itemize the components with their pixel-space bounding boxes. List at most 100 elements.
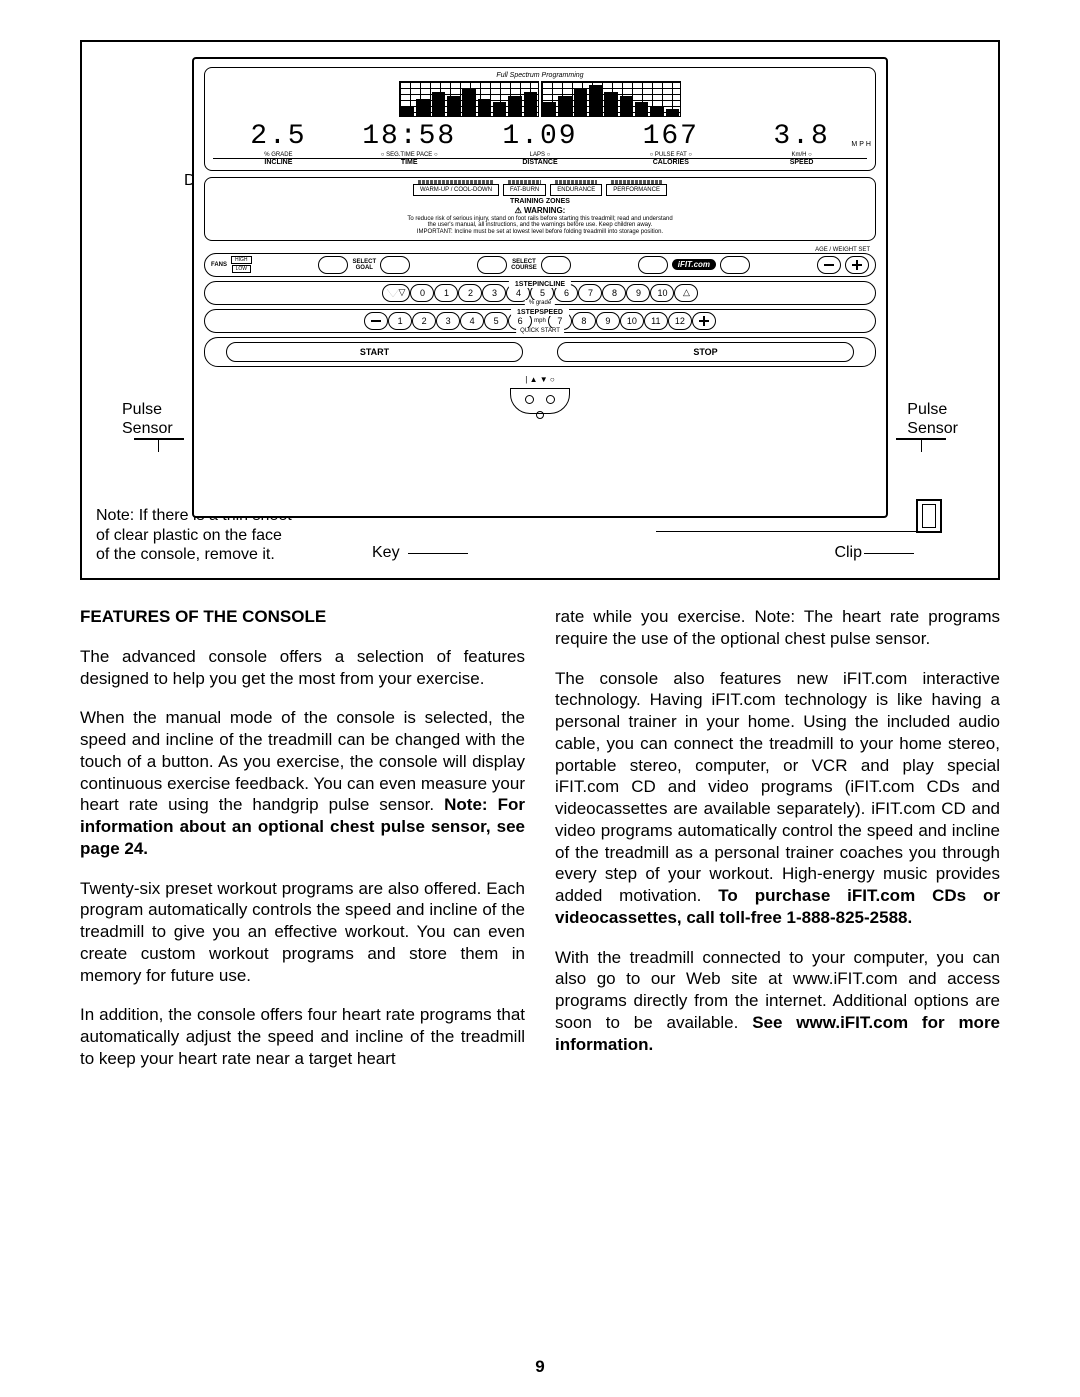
incline-up[interactable]: △ (674, 284, 698, 302)
paragraph: The console also features new iFIT.com i… (555, 668, 1000, 929)
paragraph: The advanced console offers a selection … (80, 646, 525, 690)
text-body: FEATURES OF THE CONSOLE The advanced con… (80, 606, 1000, 1070)
speed-btn[interactable]: 4 (460, 312, 484, 330)
speed-row: 1STEPSPEED 1 2 3 4 5 6 mph 7 8 9 10 11 1… (204, 309, 876, 333)
incline-btn[interactable]: 1 (434, 284, 458, 302)
speed-btn[interactable]: 5 (484, 312, 508, 330)
stop-button[interactable]: STOP (557, 342, 855, 362)
speed-btn[interactable]: 2 (412, 312, 436, 330)
page-number: 9 (0, 1357, 1080, 1377)
paragraph: In addition, the console offers four hea… (80, 1004, 525, 1069)
console-diagram: Program Display Main Display Pulse Senso… (80, 40, 1000, 580)
readout-pulse: 167 (605, 121, 736, 152)
program-btn-right[interactable] (720, 256, 750, 274)
control-row-top: FANS HIGH LOW SELECT GOAL SELECT COURSE … (204, 253, 876, 277)
console-body: Full Spectrum Programming 2.5 18:58 1.09… (192, 57, 888, 518)
section-title: FEATURES OF THE CONSOLE (80, 606, 525, 628)
label: SPEED (736, 158, 867, 166)
paragraph: rate while you exercise. Note: The heart… (555, 606, 1000, 650)
ifit-logo: iFIT.com (672, 259, 716, 270)
callout-key: Key (372, 543, 400, 562)
main-display: 2.5 18:58 1.09 167 3.8 (213, 121, 867, 152)
minus-button[interactable] (817, 256, 841, 274)
incline-btn[interactable]: 0 (410, 284, 434, 302)
incline-btn[interactable]: 2 (458, 284, 482, 302)
clip-cord (656, 531, 916, 532)
pulse-tick (921, 438, 922, 452)
pulse-tick (158, 438, 159, 452)
paragraph: When the manual mode of the console is s… (80, 707, 525, 859)
text-column-right: rate while you exercise. Note: The heart… (555, 606, 1000, 1070)
speed-title: 1STEPSPEED (511, 309, 569, 316)
incline-btn[interactable]: 7 (578, 284, 602, 302)
incline-btn[interactable]: 9 (626, 284, 650, 302)
warning-title: ⚠ WARNING: (209, 207, 871, 216)
text-run: The console also features new iFIT.com i… (555, 669, 1000, 906)
key-holder (204, 388, 876, 419)
indicator-strip: | ▲ ▼ ○ (204, 375, 876, 384)
speed-btn[interactable]: 12 (668, 312, 692, 330)
select-goal-label: SELECT GOAL (352, 259, 376, 271)
incline-btn[interactable]: 10 (650, 284, 674, 302)
safety-key[interactable] (510, 388, 570, 414)
text-column-left: FEATURES OF THE CONSOLE The advanced con… (80, 606, 525, 1070)
callout-pulse-right: Pulse Sensor (907, 400, 958, 438)
speed-mph: mph (534, 318, 546, 324)
zone: FAT-BURN (503, 184, 546, 196)
readout-speed: 3.8 (736, 121, 867, 152)
label: DISTANCE (475, 158, 606, 166)
callout-line (864, 553, 914, 554)
speed-btn[interactable]: 8 (572, 312, 596, 330)
label: CALORIES (605, 158, 736, 166)
speed-btn[interactable]: 9 (596, 312, 620, 330)
label: TIME (344, 158, 475, 166)
clip (916, 499, 942, 533)
paragraph: With the treadmill connected to your com… (555, 947, 1000, 1056)
paragraph: Twenty-six preset workout programs are a… (80, 878, 525, 987)
select-course-label: SELECT COURSE (511, 259, 537, 271)
speed-minus[interactable] (364, 312, 388, 330)
start-button[interactable]: START (226, 342, 524, 362)
fans-label: FANS (211, 262, 227, 268)
incline-btn[interactable]: 3 (482, 284, 506, 302)
age-weight-label: AGE / WEIGHT SET (204, 247, 876, 253)
fan-high[interactable]: HIGH (231, 256, 252, 264)
warning-box: ⚠ WARNING: To reduce risk of serious inj… (209, 207, 871, 236)
select-course-btn-right[interactable] (541, 256, 571, 274)
incline-down[interactable]: ▽ (382, 284, 411, 302)
plus-button[interactable] (845, 256, 869, 274)
program-btn-left[interactable] (638, 256, 668, 274)
label: INCLINE (213, 158, 344, 166)
start-stop-row: START STOP (204, 337, 876, 367)
program-display (213, 81, 867, 117)
incline-row: 1STEPINCLINE ▽ 0 1 2 3 4 5 6 7 8 9 10 △ … (204, 281, 876, 305)
warning-text: To reduce risk of serious injury, stand … (209, 216, 871, 236)
speed-sub: QUICK START (516, 328, 564, 334)
zones-title: TRAINING ZONES (209, 198, 871, 205)
callout-pulse-left: Pulse Sensor (122, 400, 173, 438)
incline-sub: % grade (525, 300, 555, 306)
incline-title: 1STEPINCLINE (509, 281, 571, 288)
select-goal-btn-left[interactable] (318, 256, 348, 274)
zone: WARM-UP / COOL-DOWN (413, 184, 499, 196)
select-goal-btn-right[interactable] (380, 256, 410, 274)
callout-clip: Clip (834, 543, 862, 562)
program-title: Full Spectrum Programming (213, 72, 867, 79)
training-zones-panel: WARM-UP / COOL-DOWN FAT-BURN ENDURANCE P… (204, 177, 876, 241)
fan-low[interactable]: LOW (232, 265, 251, 273)
readout-laps: 1.09 (475, 121, 606, 152)
speed-btn[interactable]: 10 (620, 312, 644, 330)
readout-time: 18:58 (344, 121, 475, 152)
readout-grade: 2.5 (213, 121, 344, 152)
speed-plus[interactable] (692, 312, 716, 330)
zone: ENDURANCE (550, 184, 602, 196)
callout-line (408, 553, 468, 554)
incline-btn[interactable]: 8 (602, 284, 626, 302)
speed-btn[interactable]: 1 (388, 312, 412, 330)
readout-labels-bottom: INCLINE TIME DISTANCE CALORIES SPEED (213, 158, 867, 166)
speed-btn[interactable]: 11 (644, 312, 668, 330)
zone: PERFORMANCE (606, 184, 667, 196)
pulse-sensor-left (134, 438, 184, 440)
speed-btn[interactable]: 3 (436, 312, 460, 330)
select-course-btn-left[interactable] (477, 256, 507, 274)
